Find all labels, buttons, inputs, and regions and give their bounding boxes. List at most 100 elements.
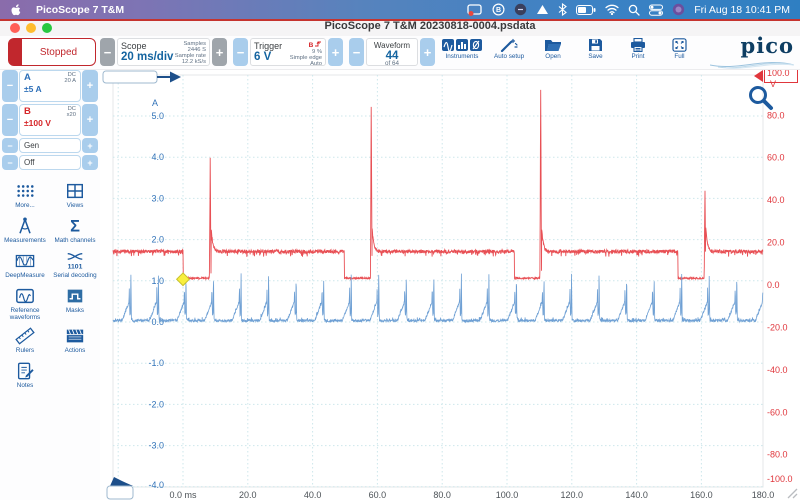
deepmeasure-button[interactable]: DeepMeasure <box>0 246 50 281</box>
svg-text:-60.0: -60.0 <box>767 407 788 417</box>
generator-panel[interactable]: Gen <box>19 138 81 153</box>
print-button[interactable]: Print <box>630 38 646 60</box>
svg-text:80.0: 80.0 <box>767 110 785 120</box>
channel-a-name: A <box>24 72 31 84</box>
channel-b-range: ±100 V <box>24 118 76 128</box>
ruler-icon <box>14 326 36 346</box>
channel-b-name: B <box>24 106 31 118</box>
waveform-panel[interactable]: Waveform 44 of 64 <box>366 38 418 66</box>
actions-button[interactable]: Actions <box>50 321 100 356</box>
apple-logo-icon[interactable] <box>10 3 22 17</box>
pico-swoosh <box>710 61 794 69</box>
screen-record-icon[interactable] <box>467 3 483 17</box>
reference-waveforms-button[interactable]: Reference waveforms <box>0 281 50 321</box>
channel-off-panel[interactable]: Off <box>19 155 81 170</box>
x-axis-labels: 0.0 ms20.040.060.080.0100.0120.0140.0160… <box>169 490 774 500</box>
scope-label: Scope <box>121 41 173 51</box>
views-button[interactable]: Views <box>50 176 100 211</box>
main-toolbar: Stopped − Scope 20 ms/div Samples 2446 S… <box>0 36 800 70</box>
close-window-button[interactable] <box>10 23 20 33</box>
sidebar-tools: More... Views Measurements Σ Math channe… <box>0 176 100 391</box>
magic-wand-icon <box>500 38 518 52</box>
stopped-indicator <box>9 39 22 65</box>
play-triangle-icon[interactable] <box>536 3 549 17</box>
instruments-button[interactable]: Instruments <box>442 38 482 60</box>
app-dot-icon[interactable] <box>672 3 685 17</box>
minimize-window-button[interactable] <box>26 23 36 33</box>
svg-text:180.0: 180.0 <box>752 490 775 500</box>
deepmeasure-icon <box>14 251 36 271</box>
channel-b-row: − B DCx20 ±100 V + <box>0 104 100 136</box>
menubar-app-name[interactable]: PicoScope 7 T&M <box>36 4 124 16</box>
channel-b-decrease-button[interactable]: − <box>2 104 18 136</box>
channel-a-increase-button[interactable]: + <box>82 70 98 102</box>
channel-a-panel[interactable]: A DC20 A ±5 A <box>19 70 81 102</box>
notes-button[interactable]: Notes <box>0 356 50 391</box>
trigger-level-value: 6 V <box>254 51 282 64</box>
trigger-increase-button[interactable]: + <box>328 38 343 66</box>
measurements-button[interactable]: Measurements <box>0 211 50 246</box>
serial-decoding-icon: 1101 <box>64 251 86 271</box>
b-badge-icon[interactable]: B <box>492 3 505 17</box>
trigger-panel[interactable]: Trigger 6 V B 9 % Simple edge Auto <box>250 38 326 66</box>
generator-row: − Gen + <box>0 138 100 153</box>
more-button[interactable]: More... <box>0 176 50 211</box>
auto-setup-button[interactable]: Auto setup <box>494 38 524 60</box>
trigger-decrease-button[interactable]: − <box>233 38 248 66</box>
channel-b-panel[interactable]: B DCx20 ±100 V <box>19 104 81 136</box>
menubar-clock[interactable]: Fri Aug 18 10:41 PM <box>694 4 790 16</box>
svg-text:-3.0: -3.0 <box>148 441 164 451</box>
svg-text:60.0: 60.0 <box>767 153 785 163</box>
waveform-view[interactable]: A5.04.03.02.01.00.0-1.0-2.0-3.0-4.0100.0… <box>100 70 800 500</box>
zoom-window-button[interactable] <box>42 23 52 33</box>
rising-edge-icon <box>315 41 322 47</box>
generator-increase-button[interactable]: + <box>82 138 98 153</box>
channel-off-decrease-button[interactable]: − <box>2 155 18 170</box>
masks-button[interactable]: Masks <box>50 281 100 321</box>
svg-text:0.0: 0.0 <box>767 280 780 290</box>
moon-circle-icon[interactable] <box>514 3 527 17</box>
save-button[interactable]: Save <box>588 38 603 60</box>
svg-text:V: V <box>770 79 776 89</box>
waveform-prev-button[interactable]: − <box>349 38 364 66</box>
svg-text:-40.0: -40.0 <box>767 365 788 375</box>
scope-panel[interactable]: Scope 20 ms/div Samples 2446 S Sample ra… <box>117 38 210 66</box>
scope-decrease-button[interactable]: − <box>100 38 115 66</box>
channel-off-increase-button[interactable]: + <box>82 155 98 170</box>
svg-text:B: B <box>496 7 501 14</box>
svg-text:160.0: 160.0 <box>690 490 713 500</box>
document-title: PicoScope 7 T&M 20230818-0004.psdata <box>325 20 536 32</box>
search-icon[interactable] <box>628 3 640 17</box>
math-channels-button[interactable]: Σ Math channels <box>50 211 100 246</box>
svg-text:-1.0: -1.0 <box>148 358 164 368</box>
channel-b-increase-button[interactable]: + <box>82 104 98 136</box>
rulers-button[interactable]: Rulers <box>0 321 50 356</box>
serial-decoding-button[interactable]: 1101 Serial decoding <box>50 246 100 281</box>
channel-a-decrease-button[interactable]: − <box>2 70 18 102</box>
svg-text:-100.0: -100.0 <box>767 474 793 484</box>
clapperboard-icon <box>64 326 86 346</box>
picoscope-app: { "menubar": { "app_name": "PicoScope 7 … <box>0 0 800 500</box>
buffer-nav-box[interactable] <box>107 486 133 499</box>
open-button[interactable]: Open <box>544 38 562 60</box>
svg-text:20.0: 20.0 <box>239 490 257 500</box>
waveform-next-button[interactable]: + <box>420 38 435 66</box>
svg-text:2.0: 2.0 <box>151 235 164 245</box>
trigger-info: B 9 % Simple edge Auto <box>290 41 322 63</box>
pre-trigger-box[interactable] <box>103 71 157 83</box>
generator-decrease-button[interactable]: − <box>2 138 18 153</box>
bluetooth-icon[interactable] <box>558 3 567 17</box>
svg-text:40.0: 40.0 <box>767 195 785 205</box>
full-screen-button[interactable]: Full <box>672 38 687 60</box>
sigma-icon: Σ <box>64 216 86 236</box>
svg-text:140.0: 140.0 <box>625 490 648 500</box>
svg-text:Σ: Σ <box>70 217 80 235</box>
start-stop-button[interactable]: Stopped <box>8 38 96 66</box>
battery-icon[interactable] <box>576 3 596 17</box>
scope-increase-button[interactable]: + <box>212 38 227 66</box>
channel-b-coupling: DCx20 <box>67 106 76 118</box>
scope-plot[interactable]: A5.04.03.02.01.00.0-1.0-2.0-3.0-4.0100.0… <box>100 70 800 500</box>
wifi-icon[interactable] <box>605 3 619 17</box>
window-resize-handle[interactable] <box>784 485 798 499</box>
control-center-icon[interactable] <box>649 3 663 17</box>
